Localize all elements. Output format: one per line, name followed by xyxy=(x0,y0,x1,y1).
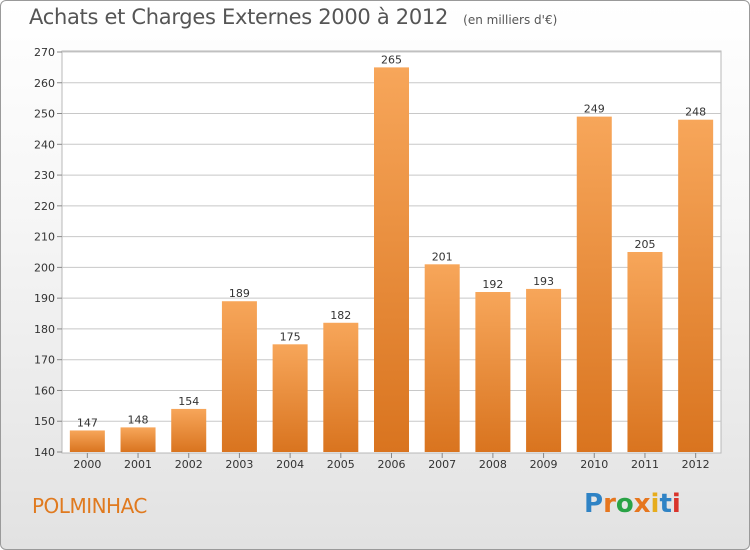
bar xyxy=(475,292,511,452)
x-tick-label: 2009 xyxy=(530,458,558,471)
x-tick-label: 2001 xyxy=(124,458,152,471)
bar xyxy=(171,408,207,452)
bar xyxy=(69,430,105,452)
commune-name: POLMINHAC xyxy=(32,494,147,518)
bar xyxy=(221,301,257,452)
x-tick-label: 2000 xyxy=(73,458,101,471)
y-tick-label: 170 xyxy=(34,354,55,367)
x-tick-label: 2004 xyxy=(276,458,304,471)
logo-letter: o xyxy=(615,489,634,519)
bar-value-label: 249 xyxy=(584,103,605,116)
bar xyxy=(120,427,156,452)
bar xyxy=(374,67,409,452)
proxiti-logo: Proxiti xyxy=(584,489,681,519)
x-tick-label: 2002 xyxy=(175,458,203,471)
chart-title: Achats et Charges Externes 2000 à 2012 xyxy=(29,5,449,29)
logo-letter: P xyxy=(584,489,604,519)
logo-letter: t xyxy=(659,489,672,519)
x-tick-label: 2006 xyxy=(378,458,406,471)
y-tick-label: 150 xyxy=(34,415,55,428)
bar xyxy=(272,344,308,452)
bar-value-label: 201 xyxy=(432,250,453,263)
y-axis-ticks: 140 150 160 170 180 190 200 210 220 230 240 250 260 2… xyxy=(34,46,62,459)
y-tick-label: 180 xyxy=(34,323,55,336)
bar-value-label: 205 xyxy=(634,238,655,251)
logo-letter: x xyxy=(633,489,651,519)
bar-value-label: 192 xyxy=(482,278,503,291)
y-tick-label: 260 xyxy=(34,77,55,90)
bar-value-label: 189 xyxy=(229,287,250,300)
y-tick-label: 160 xyxy=(34,384,55,397)
bar xyxy=(424,264,460,452)
y-tick-label: 270 xyxy=(34,46,55,59)
x-tick-label: 2007 xyxy=(428,458,456,471)
y-tick-label: 230 xyxy=(34,169,55,182)
bar-value-label: 147 xyxy=(77,416,98,429)
bar-value-label: 175 xyxy=(280,330,301,343)
bar-value-label: 154 xyxy=(178,395,199,408)
bar-value-label: 248 xyxy=(685,106,706,119)
x-axis-ticks: 2000 2001 2002 2003 2004 2005 2006 2007 2008 2009… xyxy=(73,453,710,471)
x-tick-label: 2011 xyxy=(631,458,659,471)
y-tick-label: 200 xyxy=(34,261,55,274)
y-tick-label: 250 xyxy=(34,108,55,121)
bars: 147 148 154 189 175 182 265 201 192 193 249 205 248 xyxy=(69,53,714,452)
x-tick-label: 2005 xyxy=(327,458,355,471)
y-tick-label: 220 xyxy=(34,200,55,213)
chart-unit: (en milliers d'€) xyxy=(463,13,558,27)
bar-value-label: 193 xyxy=(533,275,554,288)
bar xyxy=(576,116,612,452)
bar-value-label: 182 xyxy=(330,309,351,322)
title-row: Achats et Charges Externes 2000 à 2012 (… xyxy=(29,5,557,29)
bar-value-label: 148 xyxy=(128,413,149,426)
x-tick-label: 2003 xyxy=(225,458,253,471)
x-tick-label: 2012 xyxy=(682,458,710,471)
bar xyxy=(526,288,562,452)
bar-value-label: 265 xyxy=(381,53,402,66)
x-tick-label: 2008 xyxy=(479,458,507,471)
logo-letter: i xyxy=(671,489,681,519)
bar xyxy=(678,119,714,452)
y-tick-label: 210 xyxy=(34,231,55,244)
y-tick-label: 140 xyxy=(34,446,55,459)
y-tick-label: 240 xyxy=(34,138,55,151)
y-tick-label: 190 xyxy=(34,292,55,305)
bar xyxy=(627,252,663,452)
bar xyxy=(323,322,359,452)
logo-letter: i xyxy=(650,489,660,519)
x-tick-label: 2010 xyxy=(580,458,608,471)
logo-letter: r xyxy=(603,489,616,519)
